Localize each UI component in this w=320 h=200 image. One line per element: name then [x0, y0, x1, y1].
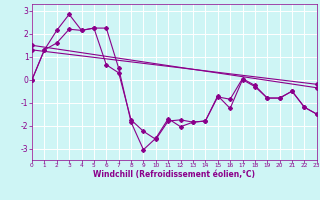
X-axis label: Windchill (Refroidissement éolien,°C): Windchill (Refroidissement éolien,°C) [93, 170, 255, 179]
